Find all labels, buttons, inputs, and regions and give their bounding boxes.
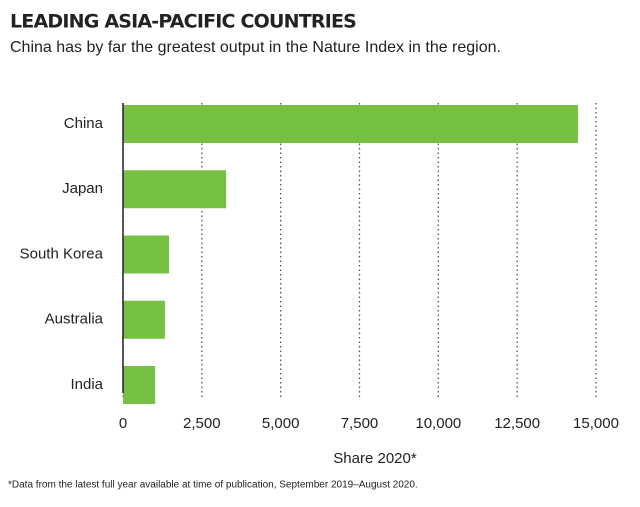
x-axis-label: Share 2020*: [333, 450, 417, 467]
y-tick-label: South Korea: [20, 245, 104, 262]
y-tick-label: India: [70, 376, 103, 393]
x-tick-label: 12,500: [494, 415, 540, 432]
chart-subtitle: China has by far the greatest output in …: [10, 39, 501, 56]
bar: [123, 235, 170, 274]
y-tick-label: Australia: [45, 311, 104, 328]
x-tick-label: 0: [119, 415, 127, 432]
x-tick-label: 2,500: [183, 415, 221, 432]
bar: [123, 300, 165, 339]
x-tick-label: 5,000: [262, 415, 300, 432]
bar: [123, 105, 579, 143]
x-tick-label: 10,000: [415, 415, 461, 432]
bar: [123, 170, 227, 209]
y-tick-label: China: [64, 115, 104, 132]
x-tick-label: 15,000: [573, 415, 619, 432]
y-tick-label: Japan: [62, 180, 103, 197]
bar: [123, 366, 156, 404]
chart-title: LEADING ASIA-PACIFIC COUNTRIES: [10, 11, 356, 33]
x-tick-label: 7,500: [341, 415, 379, 432]
footnote: *Data from the latest full year availabl…: [8, 480, 418, 491]
